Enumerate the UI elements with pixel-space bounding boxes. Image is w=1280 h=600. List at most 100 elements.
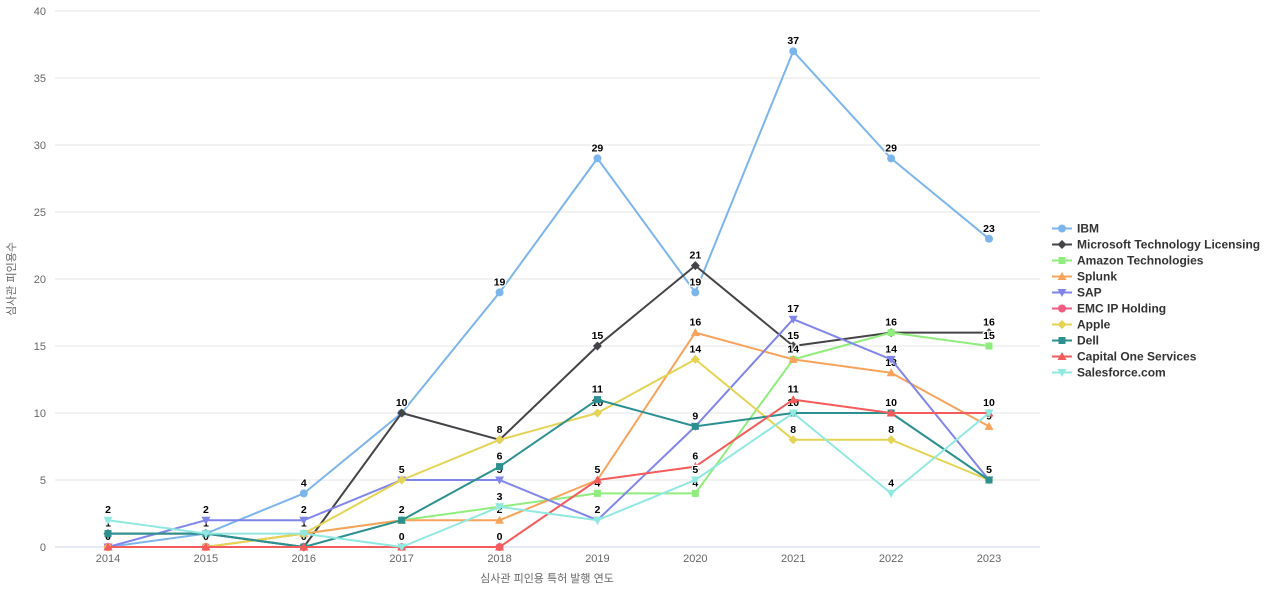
triangle-down-marker[interactable] <box>299 530 309 539</box>
triangle-down-marker[interactable] <box>201 530 211 539</box>
y-tick-label: 40 <box>34 6 46 18</box>
triangle-marker[interactable] <box>592 475 602 484</box>
legend-symbol <box>1052 288 1072 297</box>
legend-item-amazon-technologies[interactable]: Amazon Technologies <box>1052 253 1260 267</box>
diamond-marker <box>1057 319 1067 329</box>
data-label: 5 <box>692 464 698 476</box>
diamond-marker[interactable] <box>788 435 798 445</box>
diamond-marker[interactable] <box>397 475 407 485</box>
legend-item-dell[interactable]: Dell <box>1052 333 1260 347</box>
triangle-marker[interactable] <box>201 542 211 551</box>
triangle-down-marker[interactable] <box>690 476 700 485</box>
circle-marker[interactable] <box>887 154 896 163</box>
triangle-marker[interactable] <box>690 328 700 337</box>
legend-item-capital-one-services[interactable]: Capital One Services <box>1052 349 1260 363</box>
triangle-down-marker <box>1057 368 1067 377</box>
diamond-marker[interactable] <box>592 341 602 351</box>
y-tick-label: 30 <box>34 140 46 152</box>
legend-symbol <box>1052 351 1072 360</box>
triangle-down-marker[interactable] <box>788 315 798 324</box>
triangle-marker[interactable] <box>788 395 798 404</box>
data-label: 4 <box>301 477 307 489</box>
square-marker[interactable] <box>691 422 699 430</box>
x-tick-label: 2020 <box>683 553 707 565</box>
diamond-marker <box>1057 239 1067 249</box>
diamond-marker[interactable] <box>397 408 407 418</box>
triangle-down-marker[interactable] <box>886 355 896 364</box>
triangle-down-marker[interactable] <box>984 409 994 418</box>
triangle-marker[interactable] <box>103 542 113 551</box>
legend-item-ibm[interactable]: IBM <box>1052 221 1260 235</box>
triangle-marker[interactable] <box>299 542 309 551</box>
legend-item-emc-ip-holding[interactable]: EMC IP Holding <box>1052 301 1260 315</box>
square-marker[interactable] <box>593 396 601 404</box>
diamond-marker[interactable] <box>788 341 798 351</box>
y-tick-label: 35 <box>34 73 46 85</box>
data-label: 6 <box>692 451 698 463</box>
data-label: 0 <box>399 531 405 543</box>
data-label: 6 <box>497 451 503 463</box>
circle-marker[interactable] <box>299 489 308 498</box>
data-label: 14 <box>885 343 897 355</box>
circle-marker[interactable] <box>691 288 700 297</box>
diamond-marker[interactable] <box>495 435 505 445</box>
triangle-down-marker[interactable] <box>299 516 309 525</box>
gridlines <box>55 10 1040 548</box>
square-marker[interactable] <box>887 329 895 337</box>
triangle-down-marker[interactable] <box>495 503 505 512</box>
triangle-down-marker[interactable] <box>592 516 602 525</box>
data-label: 10 <box>983 397 995 409</box>
data-label: 14 <box>689 343 701 355</box>
square-marker[interactable] <box>104 530 112 538</box>
triangle-marker[interactable] <box>495 515 505 524</box>
data-label: 2 <box>203 504 209 516</box>
y-axis-title: 심사관 피인용수 <box>5 242 18 316</box>
triangle-down-marker[interactable] <box>495 476 505 485</box>
data-label: 2 <box>105 504 111 516</box>
diamond-marker[interactable] <box>886 435 896 445</box>
circle-marker[interactable] <box>593 154 602 163</box>
series-line-microsoft-technology-licensing <box>108 264 989 548</box>
triangle-marker[interactable] <box>984 421 994 430</box>
data-label: 15 <box>787 330 799 342</box>
square-marker[interactable] <box>398 516 406 524</box>
square-marker[interactable] <box>985 342 993 350</box>
triangle-marker[interactable] <box>690 462 700 471</box>
data-label: 15 <box>983 330 995 342</box>
legend-item-microsoft-technology-licensing[interactable]: Microsoft Technology Licensing <box>1052 237 1260 251</box>
legend-item-splunk[interactable]: Splunk <box>1052 269 1260 283</box>
triangle-down-marker[interactable] <box>201 516 211 525</box>
data-label: 16 <box>983 317 995 329</box>
diamond-marker[interactable] <box>690 261 700 271</box>
triangle-down-marker[interactable] <box>788 409 798 418</box>
diamond-marker[interactable] <box>984 328 994 338</box>
x-tick-label: 2015 <box>194 553 218 565</box>
data-label: 5 <box>399 464 405 476</box>
legend-label: SAP <box>1077 285 1102 299</box>
diamond-marker[interactable] <box>592 408 602 418</box>
circle-marker[interactable] <box>985 234 993 243</box>
triangle-marker[interactable] <box>886 408 896 417</box>
data-label: 29 <box>885 142 897 154</box>
triangle-marker[interactable] <box>788 354 798 363</box>
circle-marker[interactable] <box>495 288 504 297</box>
data-label: 5 <box>595 464 601 476</box>
square-marker[interactable] <box>593 489 601 497</box>
y-axis-tick-labels: 0 5 10 15 20 25 30 35 40 <box>34 6 46 554</box>
legend-label: Apple <box>1077 317 1111 331</box>
circle-marker[interactable] <box>789 47 798 56</box>
legend-item-sap[interactable]: SAP <box>1052 285 1260 299</box>
diamond-marker[interactable] <box>690 354 700 364</box>
data-label: 29 <box>592 142 604 154</box>
triangle-down-marker[interactable] <box>397 543 407 552</box>
square-marker[interactable] <box>496 463 504 471</box>
legend-item-salesforce-com[interactable]: Salesforce.com <box>1052 365 1260 379</box>
x-tick-label: 2014 <box>96 553 120 565</box>
square-marker[interactable] <box>691 489 699 497</box>
triangle-marker[interactable] <box>886 368 896 377</box>
triangle-down-marker[interactable] <box>886 489 896 498</box>
triangle-marker[interactable] <box>495 542 505 551</box>
legend-item-apple[interactable]: Apple <box>1052 317 1260 331</box>
triangle-down-marker[interactable] <box>103 516 113 525</box>
square-marker[interactable] <box>985 476 993 484</box>
